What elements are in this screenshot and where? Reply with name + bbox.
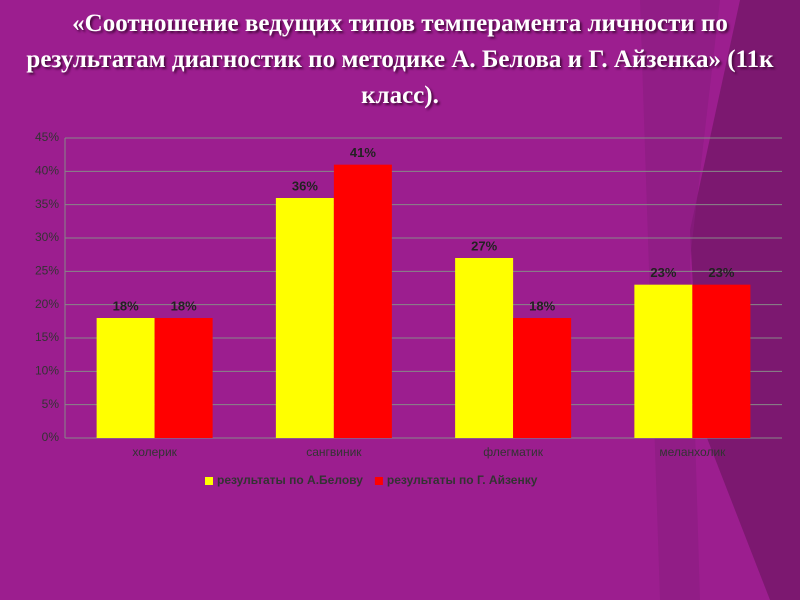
bar — [692, 284, 751, 438]
y-tick-label: 35% — [35, 197, 59, 211]
y-tick-label: 10% — [35, 364, 59, 378]
y-tick-label: 45% — [35, 130, 59, 144]
bar — [455, 258, 514, 438]
bar — [513, 318, 572, 438]
y-tick-label: 5% — [42, 397, 60, 411]
value-label: 23% — [650, 265, 676, 280]
legend-swatch — [205, 477, 213, 485]
value-label: 18% — [529, 298, 555, 313]
bar — [333, 164, 392, 438]
bar — [275, 198, 334, 438]
bar — [154, 318, 213, 438]
y-tick-label: 30% — [35, 230, 59, 244]
legend-label: результаты по А.Белову — [217, 473, 363, 487]
bar — [96, 318, 155, 438]
value-label: 36% — [292, 178, 318, 193]
legend-label: результаты по Г. Айзенку — [387, 473, 538, 487]
value-label: 18% — [171, 298, 197, 313]
value-label: 18% — [113, 298, 139, 313]
bar — [634, 284, 693, 438]
x-tick-label: холерик — [132, 445, 177, 459]
y-tick-label: 0% — [42, 430, 60, 444]
y-tick-label: 15% — [35, 330, 59, 344]
x-tick-label: сангвиник — [306, 445, 362, 459]
x-tick-label: флегматик — [483, 445, 544, 459]
y-tick-label: 40% — [35, 164, 59, 178]
x-tick-label: меланхолик — [659, 445, 726, 459]
value-label: 41% — [350, 145, 376, 160]
y-tick-label: 25% — [35, 264, 59, 278]
value-label: 27% — [471, 238, 497, 253]
chart-title: «Соотношение ведущих типов темперамента … — [26, 10, 774, 109]
legend-swatch — [374, 477, 383, 485]
y-tick-label: 20% — [35, 297, 59, 311]
value-label: 23% — [708, 265, 734, 280]
